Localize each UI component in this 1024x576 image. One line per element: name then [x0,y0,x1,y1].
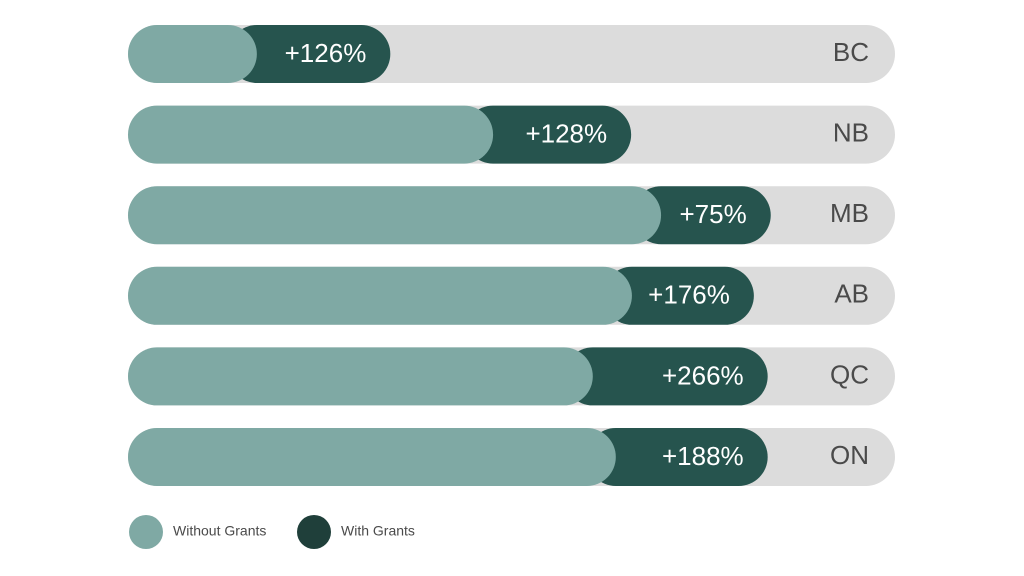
bar-segment [632,186,771,245]
bar-segment [586,428,768,486]
bar-segment [128,266,632,325]
category-label: BC [833,37,869,67]
annotation: +126% [285,38,367,68]
annotation: +176% [648,280,730,310]
legend-swatch [297,515,331,549]
category-label: AB [834,279,869,309]
bar-segment [563,347,768,406]
category-label: NB [833,117,869,147]
annotation: +266% [662,360,744,390]
category-label: MB [830,198,869,228]
legend-label: With Grants [341,523,415,539]
legend-label: Without Grants [173,523,266,539]
bar-segment [128,105,494,164]
bar-segment [602,266,754,325]
annotation: +128% [525,118,607,148]
category-label: ON [830,440,869,470]
bar-segment [128,428,616,486]
bar-segment [128,186,662,245]
bar-segment [464,105,632,164]
annotation: +75% [680,199,747,229]
annotation: +188% [662,441,744,471]
legend-swatch [129,515,163,549]
bar-segment [128,347,593,406]
category-label: QC [830,359,869,389]
bar-segment [227,25,391,83]
bar-segment [128,25,257,83]
